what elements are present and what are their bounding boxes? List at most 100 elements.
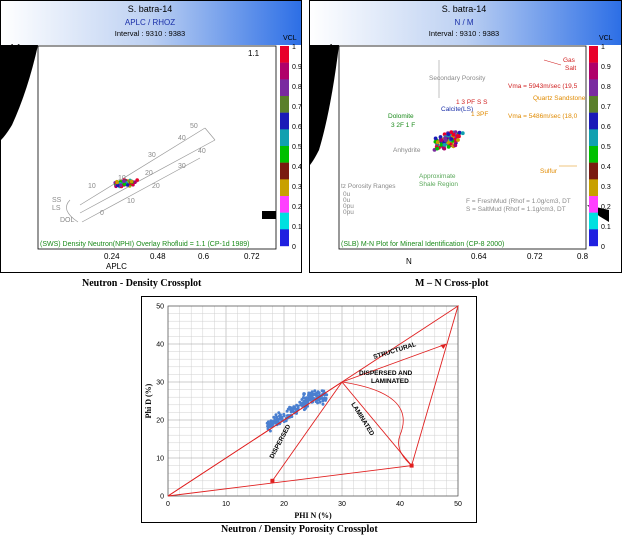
salt-label: Salt: [565, 65, 576, 72]
vcl-color-segment: [589, 229, 598, 247]
data-point: [439, 143, 444, 147]
data-point: [266, 424, 270, 428]
plot-frame: [167, 305, 459, 497]
data-point: [304, 397, 308, 401]
data-point: [122, 179, 126, 184]
data-point: [277, 411, 281, 415]
panel2-xtick: 0.64: [471, 252, 487, 261]
data-point: [298, 400, 302, 404]
vcl-color-segment: [589, 96, 598, 113]
neutron-density-crossplot-panel: S. batra-14 APLC / RHOZ Interval : 9310 …: [0, 0, 304, 276]
vcl-tick: 0.6: [292, 124, 302, 131]
data-point: [321, 402, 325, 406]
data-point: [453, 130, 458, 135]
dispersed-laminated-label-1: DISPERSED AND: [359, 370, 413, 377]
vcl-color-segment: [280, 179, 289, 197]
vcl-color-segment: [589, 162, 598, 180]
vcl-tick: 0.4: [292, 164, 302, 171]
vcl-tick: 0.7: [601, 104, 611, 111]
data-point: [307, 393, 310, 397]
vcl-tick: 1: [601, 44, 605, 51]
svg-text:50: 50: [190, 123, 198, 130]
svg-text:DOL: DOL: [60, 217, 75, 224]
series-marks: 1 3 PF S S: [456, 99, 488, 106]
data-point: [322, 389, 326, 393]
data-point: [272, 415, 276, 419]
vcl-tick: 0.1: [601, 224, 611, 231]
shale-label-1: Approximate: [419, 173, 456, 180]
panel2-xtick: 0.72: [527, 252, 543, 261]
y-tick-label: 20: [156, 418, 164, 425]
panel1-plot-frame: [37, 45, 277, 250]
svg-text:0pu: 0pu: [343, 203, 354, 210]
data-point: [435, 140, 440, 145]
vcl-color-segment: [280, 96, 289, 113]
data-point: [311, 393, 315, 397]
left-marks: 3 2F 1 F: [391, 122, 415, 129]
panel1-x-axis: 0.24 0.48 0.6 0.72 APLC: [104, 252, 260, 271]
panel2-title: S. batra-14: [442, 4, 487, 14]
panel1-footer: (SWS) Density Neutron(NPHI) Overlay Rhof…: [40, 241, 250, 248]
data-point: [443, 138, 448, 143]
data-point: [435, 146, 440, 151]
data-point: [122, 182, 127, 186]
data-point: [317, 391, 321, 395]
svg-text:40: 40: [198, 148, 206, 155]
data-point: [460, 131, 465, 136]
x-tick-label: 0: [166, 501, 170, 508]
data-point: [449, 130, 454, 135]
vcl-tick: 0.2: [601, 204, 611, 211]
svg-text:0pu: 0pu: [343, 209, 354, 216]
data-point: [301, 402, 305, 405]
vcl-tick: 0.8: [601, 84, 611, 91]
data-point: [438, 135, 443, 139]
data-point: [318, 400, 322, 404]
data-point: [315, 391, 319, 395]
data-point: [284, 419, 288, 423]
vcl-color-segment: [280, 62, 289, 80]
data-point: [278, 414, 281, 418]
vcl-tick: 0.2: [292, 204, 302, 211]
svg-text:20: 20: [145, 170, 153, 177]
vcl-color-segment: [589, 62, 598, 80]
panel1-vcl-label: VCL: [283, 35, 297, 42]
vcl-tick: 0.5: [601, 144, 611, 151]
panel2-x-axis: 0.64 0.72 0.8 N: [406, 252, 589, 266]
data-point: [273, 418, 277, 422]
data-point: [324, 398, 327, 402]
vcl-tick: 0.1: [292, 224, 302, 231]
panel1-caption: Neutron - Density Crossplot: [82, 278, 202, 289]
svg-text:10: 10: [127, 198, 135, 205]
svg-text:0u: 0u: [343, 191, 351, 198]
y-tick-label: 10: [156, 456, 164, 463]
svg-text:0: 0: [100, 210, 104, 217]
panel3-axes: 0 10 20 30 40 50 0 10 20 30 40 50 PHI N (%) Phi D (%): [144, 304, 462, 521]
vcl-color-segment: [280, 212, 289, 230]
data-point: [317, 398, 321, 402]
panel2-ytick-second: 0.88: [312, 86, 328, 95]
vcl-color-segment: [280, 112, 289, 130]
y-tick-label: 50: [156, 304, 164, 311]
panel2-plot-frame: [338, 45, 587, 250]
vcl-color-segment: [280, 229, 289, 247]
structural-line: [341, 343, 447, 383]
panel2-subtitle: N / M: [454, 18, 473, 27]
data-point: [325, 393, 329, 397]
panel1-title: S. batra-14: [128, 4, 173, 14]
data-point: [268, 429, 272, 433]
vcl-tick: 0.8: [292, 84, 302, 91]
data-point: [295, 403, 299, 407]
porosity-crossplot-panel: 0 10 20 30 40 50 0 10 20 30 40 50 PHI N (%) Phi D (%)…: [141, 296, 478, 524]
data-point: [282, 412, 286, 416]
svg-text:0u: 0u: [343, 197, 351, 204]
vcl-tick: 0.4: [601, 164, 611, 171]
panel2-vcl-label: VCL: [599, 35, 613, 42]
data-point: [446, 132, 451, 137]
vcl-color-segment: [280, 129, 289, 147]
vcl-color-segment: [589, 146, 598, 163]
panel3-grid: [167, 305, 459, 497]
dispersed-line: [272, 381, 343, 482]
data-point: [119, 183, 123, 187]
panel1-data-points: [113, 178, 139, 189]
data-point: [439, 138, 444, 143]
